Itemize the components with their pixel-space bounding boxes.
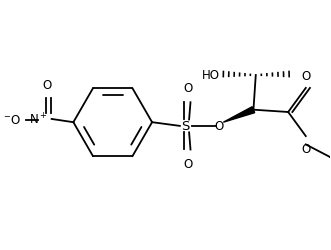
Text: N$^+$: N$^+$: [29, 112, 48, 127]
Text: O: O: [183, 158, 192, 171]
Polygon shape: [223, 107, 255, 123]
Text: O: O: [301, 70, 310, 83]
Text: S: S: [181, 120, 190, 133]
Text: O: O: [42, 79, 52, 92]
Text: O: O: [214, 120, 223, 133]
Text: O: O: [301, 142, 310, 155]
Text: HO: HO: [201, 68, 219, 81]
Text: $^{-}$O: $^{-}$O: [3, 114, 21, 127]
Text: O: O: [183, 82, 192, 95]
